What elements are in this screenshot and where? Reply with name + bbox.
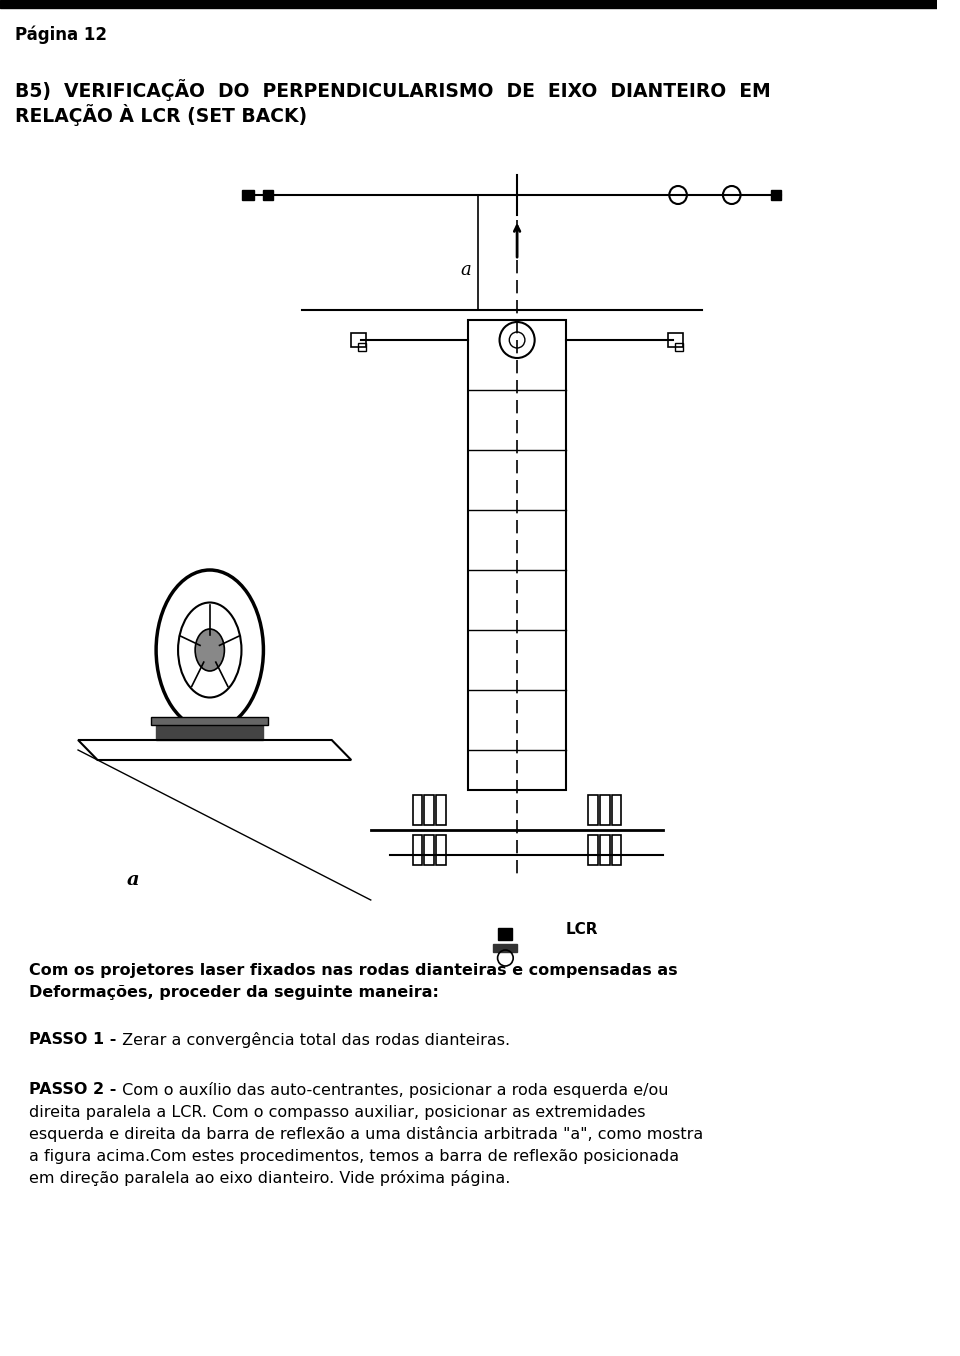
Bar <box>612 795 621 824</box>
Text: a: a <box>461 260 471 279</box>
Bar <box>588 835 598 865</box>
Bar <box>424 795 434 824</box>
Text: em direção paralela ao eixo dianteiro. Vide próxima página.: em direção paralela ao eixo dianteiro. V… <box>29 1170 511 1186</box>
Bar <box>771 190 780 199</box>
Bar <box>612 835 621 865</box>
Bar <box>152 717 268 725</box>
Bar <box>497 928 513 940</box>
Bar <box>0 0 937 8</box>
Bar <box>424 835 434 865</box>
Text: a: a <box>127 871 139 890</box>
Text: PASSO 2 -: PASSO 2 - <box>29 1082 117 1097</box>
Text: Deformações, proceder da seguinte maneira:: Deformações, proceder da seguinte maneir… <box>29 984 439 999</box>
Text: esquerda e direita da barra de reflexão a uma distância arbitrada "a", como most: esquerda e direita da barra de reflexão … <box>29 1125 704 1142</box>
Bar <box>668 334 683 347</box>
Bar <box>263 190 274 199</box>
Text: Com o auxílio das auto-centrantes, posicionar a roda esquerda e/ou: Com o auxílio das auto-centrantes, posic… <box>117 1082 668 1098</box>
Text: Com os projetores laser fixados nas rodas dianteiras e compensadas as: Com os projetores laser fixados nas roda… <box>29 963 678 978</box>
Text: Zerar a convergência total das rodas dianteiras.: Zerar a convergência total das rodas dia… <box>117 1032 510 1048</box>
Bar <box>588 795 598 824</box>
Text: LCR: LCR <box>565 922 598 937</box>
Bar <box>358 343 366 351</box>
Ellipse shape <box>195 629 225 671</box>
Text: PASSO 1 -: PASSO 1 - <box>29 1032 117 1047</box>
Bar <box>675 343 683 351</box>
Text: a figura acima.Com estes procedimentos, temos a barra de reflexão posicionada: a figura acima.Com estes procedimentos, … <box>29 1149 680 1163</box>
Text: direita paralela a LCR. Com o compasso auxiliar, posicionar as extremidades: direita paralela a LCR. Com o compasso a… <box>29 1105 646 1120</box>
Bar <box>351 334 366 347</box>
Text: RELAÇÃO À LCR (SET BACK): RELAÇÃO À LCR (SET BACK) <box>14 104 307 126</box>
Bar <box>413 835 422 865</box>
Bar <box>436 835 445 865</box>
Bar <box>468 320 565 791</box>
Bar <box>600 795 610 824</box>
Bar <box>600 835 610 865</box>
Bar <box>492 944 517 952</box>
Bar <box>242 190 253 199</box>
Bar <box>436 795 445 824</box>
Text: B5)  VERIFICAÇÃO  DO  PERPENDICULARISMO  DE  EIXO  DIANTEIRO  EM: B5) VERIFICAÇÃO DO PERPENDICULARISMO DE … <box>14 79 770 100</box>
Bar <box>156 720 263 740</box>
Text: Página 12: Página 12 <box>14 26 107 45</box>
Bar <box>413 795 422 824</box>
